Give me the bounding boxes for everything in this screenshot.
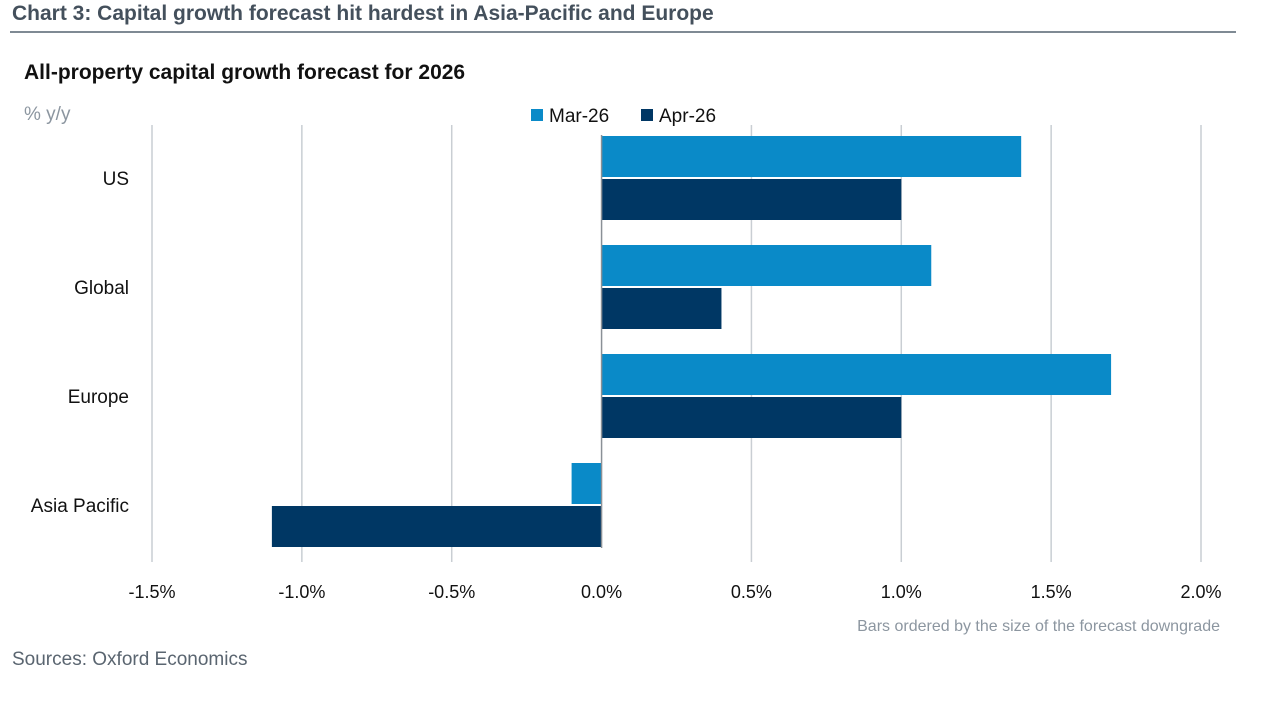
bar-mar-26-asia-pacific [571,463,602,504]
legend-swatch-mar-26 [531,109,543,121]
category-label: Asia Pacific [31,496,129,517]
bar-apr-26-europe [601,397,902,438]
legend-label-mar-26: Mar-26 [549,106,609,127]
legend-swatch-apr-26 [641,109,653,121]
header-title: Chart 3: Capital growth forecast hit har… [12,2,714,25]
x-tick-label: -1.5% [128,582,175,602]
bar-apr-26-global [601,288,722,329]
category-label: US [103,169,129,190]
bar-mar-26-us [601,136,1022,177]
chart-title: All-property capital growth forecast for… [24,61,466,84]
bar-apr-26-us [601,179,902,220]
header-divider [10,31,1236,33]
legend-label-apr-26: Apr-26 [659,106,716,127]
axes: -1.5% -1.0% -0.5% 0.0% 0.5% 1.0% 1.5% 2.0% US Glo… [31,135,1222,602]
bar-apr-26-asia-pacific [271,506,602,547]
x-tick-label: 2.0% [1180,582,1221,602]
bars [271,136,1112,547]
x-tick-label: -0.5% [428,582,475,602]
x-tick-label: 0.5% [731,582,772,602]
category-label: Global [74,278,129,299]
y-axis-unit-label: % y/y [24,104,71,125]
chart-note: Bars ordered by the size of the forecast… [857,618,1220,635]
bar-mar-26-global [601,245,932,286]
x-tick-label: -1.0% [278,582,325,602]
x-tick-label: 1.5% [1031,582,1072,602]
x-tick-label: 1.0% [881,582,922,602]
x-tick-label: 0.0% [581,582,622,602]
legend: Mar-26 Apr-26 [531,106,716,127]
bar-mar-26-europe [601,354,1112,395]
category-label: Europe [68,387,129,408]
source-text: Sources: Oxford Economics [12,649,248,670]
